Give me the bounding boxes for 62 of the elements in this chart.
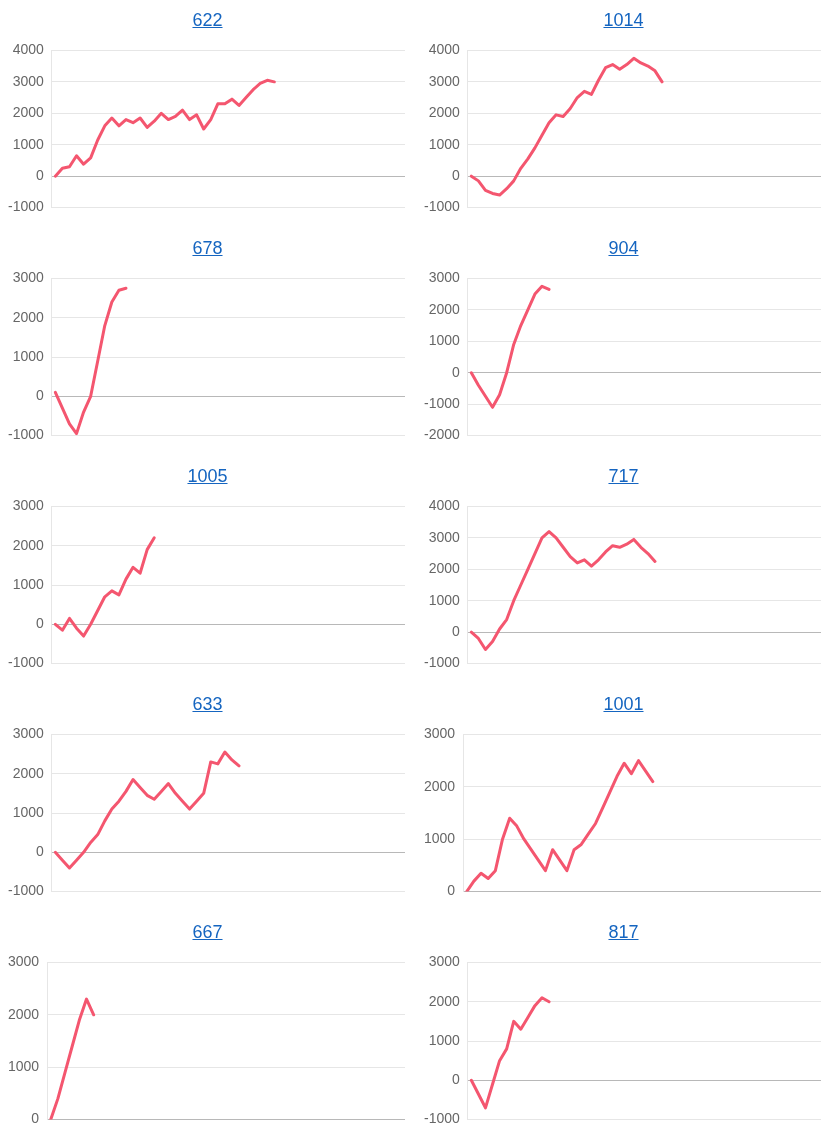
chart-title: 667	[192, 922, 223, 942]
y-tick-label: 2000	[428, 992, 461, 1009]
y-tick-label: 0	[36, 615, 45, 632]
y-tick-label: 0	[452, 623, 461, 640]
y-tick-label: 1000	[7, 1058, 40, 1075]
y-tick-label: 2000	[7, 1005, 40, 1022]
y-tick-label: 1000	[428, 591, 461, 608]
y-tick-label: 4000	[428, 497, 461, 514]
chart-title: 717	[608, 466, 639, 486]
y-tick-label: 2000	[428, 560, 461, 577]
y-tick-label: 3000	[428, 953, 461, 970]
y-tick-label: 0	[452, 1071, 461, 1088]
y-tick-label: -1000	[7, 198, 45, 215]
chart-title: 817	[608, 922, 639, 942]
chart-title: 678	[192, 238, 223, 258]
y-tick-label: 2000	[423, 777, 456, 794]
chart-title: 1005	[187, 466, 228, 486]
y-tick-label: 4000	[428, 41, 461, 58]
chart-title: 1001	[603, 694, 644, 714]
y-tick-label: -1000	[7, 654, 45, 671]
y-tick-label: 0	[31, 1110, 40, 1127]
y-tick-label: 2000	[12, 764, 45, 781]
y-tick-label: 1000	[428, 1031, 461, 1048]
y-tick-label: 2000	[428, 104, 461, 121]
y-tick-label: 2000	[12, 104, 45, 121]
y-tick-label: 3000	[12, 725, 45, 742]
y-tick-label: -1000	[423, 395, 461, 412]
y-tick-label: 3000	[428, 269, 461, 286]
y-tick-label: 3000	[12, 269, 45, 286]
y-tick-label: 1000	[423, 830, 456, 847]
y-tick-label: 3000	[12, 72, 45, 89]
y-tick-label: -1000	[423, 1110, 461, 1127]
y-tick-label: 0	[36, 387, 45, 404]
y-tick-label: 1000	[12, 135, 45, 152]
chart-title: 622	[192, 10, 223, 30]
chart-title: 1014	[603, 10, 644, 30]
y-tick-label: 3000	[423, 725, 456, 742]
y-tick-label: 2000	[12, 308, 45, 325]
y-tick-label: -1000	[7, 426, 45, 443]
y-tick-label: -1000	[423, 654, 461, 671]
y-tick-label: 0	[36, 167, 45, 184]
y-tick-label: -1000	[423, 198, 461, 215]
y-tick-label: 1000	[12, 575, 45, 592]
y-tick-label: 0	[36, 843, 45, 860]
y-tick-label: 3000	[428, 528, 461, 545]
y-tick-label: 2000	[12, 536, 45, 553]
y-tick-label: 2000	[428, 300, 461, 317]
y-tick-label: -1000	[7, 882, 45, 899]
y-tick-label: 3000	[12, 497, 45, 514]
y-tick-label: 0	[452, 167, 461, 184]
y-tick-label: 4000	[12, 41, 45, 58]
y-tick-label: 3000	[428, 72, 461, 89]
y-tick-label: 3000	[7, 953, 40, 970]
y-tick-label: -2000	[423, 426, 461, 443]
chart-title: 633	[192, 694, 223, 714]
y-tick-label: 1000	[428, 135, 461, 152]
y-tick-label: 0	[447, 882, 456, 899]
y-tick-label: 1000	[12, 803, 45, 820]
chart-title: 904	[608, 238, 639, 258]
y-tick-label: 1000	[12, 347, 45, 364]
y-tick-label: 0	[452, 363, 461, 380]
y-tick-label: 1000	[428, 332, 461, 349]
